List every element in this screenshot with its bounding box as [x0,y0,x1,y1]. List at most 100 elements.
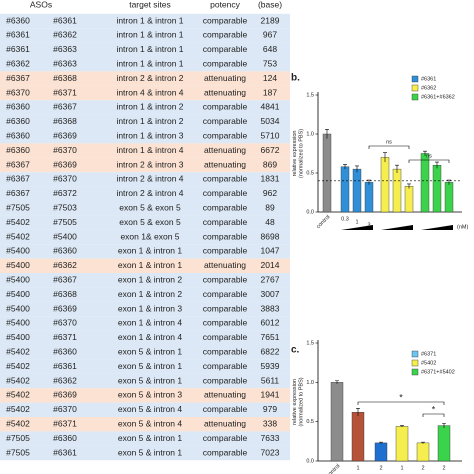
table-cell: #6369 [53,159,77,169]
table-header: potency [210,0,241,9]
table-cell: #5402 [6,390,30,400]
table-row [0,417,290,432]
bar [437,425,451,462]
table-cell: #5400 [6,274,30,284]
table-cell: #5402 [6,231,30,241]
error-bar [400,425,404,428]
table-cell: exon 1 & intron 1 [118,246,183,256]
table-cell: 48 [265,217,275,227]
table-cell: exon 1 & intron 1 [118,260,183,270]
bar [380,157,390,213]
y-tick-label: 0.5 [306,170,314,176]
table-cell: 187 [263,87,277,97]
table-cell: #6360 [53,433,77,443]
table-cell: #6361 [6,44,30,54]
table-cell: exon 5 & intron 3 [118,390,183,400]
table-cell: 8698 [261,231,280,241]
table-cell: exon 5 & intron 4 [118,404,183,414]
table-cell: exon 5 & intron 1 [118,447,183,457]
x-tick-label: 2 [379,465,382,471]
table-cell: #5402 [6,346,30,356]
table-cell: #6368 [53,73,77,83]
y-axis-label-line: relative expression [292,131,298,177]
table-cell: comparable [203,30,248,40]
table-cell: 753 [263,58,277,68]
table-cell: 648 [263,44,277,54]
table-row [0,273,290,288]
table-cell: #5402 [6,418,30,428]
table-cell: 5611 [261,375,280,385]
table-cell: #6363 [53,58,77,68]
bar [352,168,362,213]
table-row [0,244,290,259]
error-bar [355,165,359,173]
x-tick-label: 1 [356,465,359,471]
table-cell: 6012 [261,318,280,328]
table-cell: #6370 [6,87,30,97]
table-cell: #6360 [6,102,30,112]
table-row [0,13,290,29]
table-cell: comparable [203,375,248,385]
panel-label: b. [291,73,300,84]
table-cell: #6360 [6,15,30,25]
panel-label: c. [291,345,300,356]
table-cell: comparable [203,102,248,112]
table-cell: comparable [203,44,248,54]
significance-bracket [408,159,450,163]
table-cell: exon 1 & intron 2 [118,289,183,299]
bar [420,153,430,213]
table-cell: exon 1 & intron 2 [118,274,183,284]
table-cell: #6370 [53,145,77,155]
table-cell: 2189 [261,15,280,25]
error-bar [395,164,399,173]
table-cell: 4841 [261,102,280,112]
y-tick-label: 0.0 [306,458,314,464]
error-bar [379,441,383,444]
table-cell: exon 5 & intron 1 [118,346,183,356]
table-cell: 1047 [261,246,280,256]
bar [392,168,402,213]
table-cell: #6369 [53,303,77,313]
table-cell: #6360 [6,130,30,140]
bar [330,382,344,462]
table-row [0,143,290,158]
y-axis-label-line: (normalized to PBS) [299,129,305,178]
y-axis-label-line: (normalized to PBS) [299,377,305,426]
x-tick-label: control [326,463,342,474]
legend-label: #6371 [421,351,436,357]
table-cell: intron 1 & intron 1 [116,30,183,40]
legend-swatch [411,84,419,92]
table-cell: intron 2 & intron 4 [116,188,183,198]
table-cell: #5402 [6,375,30,385]
error-bar [421,441,425,444]
y-tick-label: 1.0 [306,380,314,386]
table-cell: #5400 [6,303,30,313]
table-row [0,330,290,345]
table-cell: #6369 [53,130,77,140]
bar [351,412,365,462]
error-bar [356,407,360,417]
table-cell: #6369 [53,390,77,400]
table-cell: 2767 [261,274,280,284]
table-cell: #5400 [6,289,30,299]
table-cell: comparable [203,318,248,328]
table-cell: #6360 [53,246,77,256]
x-tick-label: 0.3 [341,216,349,222]
table-cell: #6362 [53,375,77,385]
table-cell: #6370 [53,404,77,414]
table-cell: comparable [203,130,248,140]
table-cell: comparable [203,332,248,342]
x-tick-label: 3 [367,222,370,228]
table-cell: 89 [265,202,275,212]
table-cell: #5400 [6,246,30,256]
table-cell: #7505 [53,217,77,227]
table-cell: 869 [263,159,277,169]
legend-swatch [411,75,419,83]
bar [416,442,430,462]
legend-swatch [411,368,419,376]
table-cell: 3883 [261,303,280,313]
table-cell: intron 1 & intron 1 [116,15,183,25]
table-cell: intron 4 & intron 4 [116,87,183,97]
table-row [0,28,290,43]
table-cell: attenuating [204,390,246,400]
